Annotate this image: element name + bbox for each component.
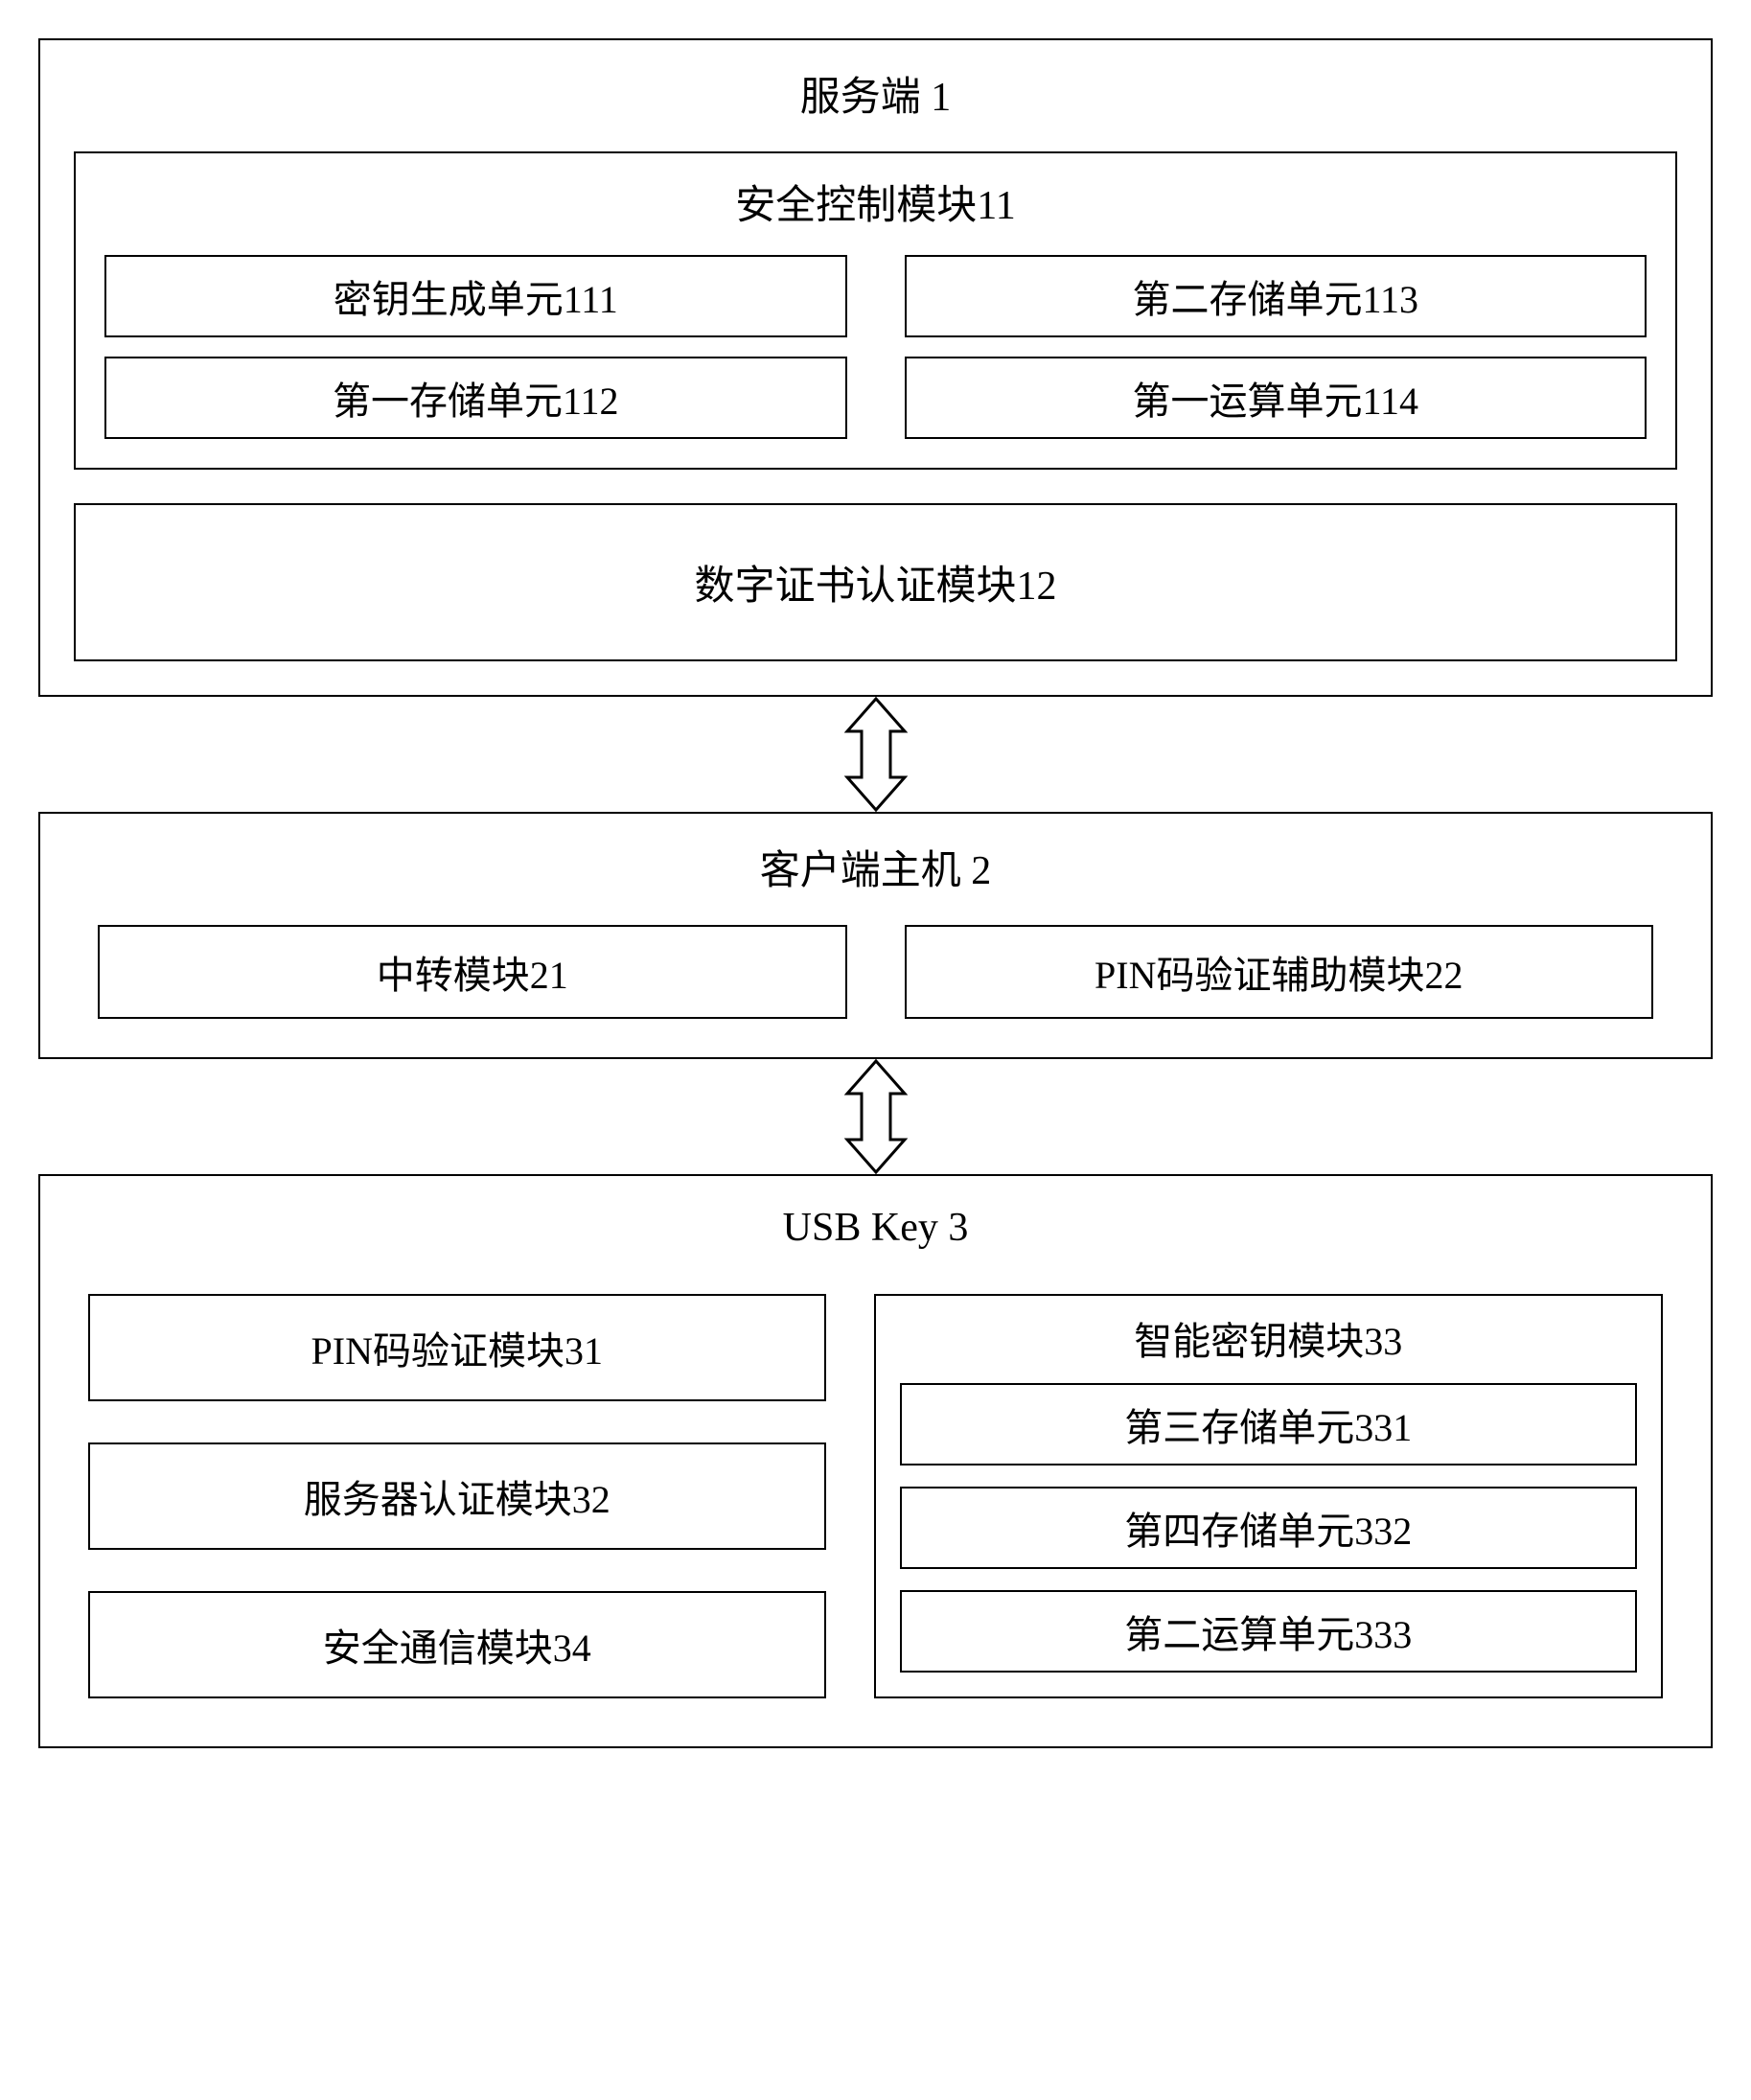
server-title: 服务端 1 (74, 64, 1677, 123)
usbkey-block: USB Key 3 PIN码验证模块31 服务器认证模块32 安全通信模块34 … (38, 1174, 1713, 1748)
bidir-arrow-icon (833, 697, 919, 812)
security-control-module: 安全控制模块11 密钥生成单元111 第一存储单元112 第二存储单元113 第… (74, 151, 1677, 470)
pin-verify-module: PIN码验证模块31 (88, 1294, 826, 1401)
security-left-col: 密钥生成单元111 第一存储单元112 (104, 255, 847, 439)
smart-key-title: 智能密钥模块33 (900, 1310, 1638, 1366)
storage4-unit: 第四存储单元332 (900, 1487, 1638, 1569)
security-units-row: 密钥生成单元111 第一存储单元112 第二存储单元113 第一运算单元114 (104, 255, 1647, 439)
storage2-unit: 第二存储单元113 (905, 255, 1647, 337)
storage3-unit: 第三存储单元331 (900, 1383, 1638, 1465)
connector-client-usbkey (833, 1059, 919, 1174)
security-right-col: 第二存储单元113 第一运算单元114 (905, 255, 1647, 439)
cert-auth-module: 数字证书认证模块12 (74, 503, 1677, 661)
security-module-title: 安全控制模块11 (104, 173, 1647, 231)
architecture-diagram: 服务端 1 安全控制模块11 密钥生成单元111 第一存储单元112 第二存储单… (38, 38, 1713, 1748)
client-title: 客户端主机 2 (98, 838, 1653, 896)
smart-key-module: 智能密钥模块33 第三存储单元331 第四存储单元332 第二运算单元333 (874, 1294, 1664, 1698)
client-block: 客户端主机 2 中转模块21 PIN码验证辅助模块22 (38, 812, 1713, 1059)
compute2-unit: 第二运算单元333 (900, 1590, 1638, 1673)
key-gen-unit: 密钥生成单元111 (104, 255, 847, 337)
pin-assist-module: PIN码验证辅助模块22 (905, 925, 1654, 1019)
usbkey-inner: PIN码验证模块31 服务器认证模块32 安全通信模块34 智能密钥模块33 第… (88, 1294, 1663, 1698)
relay-module: 中转模块21 (98, 925, 847, 1019)
compute1-unit: 第一运算单元114 (905, 357, 1647, 439)
server-auth-module: 服务器认证模块32 (88, 1442, 826, 1550)
usbkey-left-col: PIN码验证模块31 服务器认证模块32 安全通信模块34 (88, 1294, 826, 1698)
bidir-arrow-icon (833, 1059, 919, 1174)
storage1-unit: 第一存储单元112 (104, 357, 847, 439)
secure-comm-module: 安全通信模块34 (88, 1591, 826, 1698)
usbkey-title: USB Key 3 (88, 1205, 1663, 1251)
client-modules-row: 中转模块21 PIN码验证辅助模块22 (98, 925, 1653, 1019)
server-block: 服务端 1 安全控制模块11 密钥生成单元111 第一存储单元112 第二存储单… (38, 38, 1713, 697)
connector-server-client (833, 697, 919, 812)
